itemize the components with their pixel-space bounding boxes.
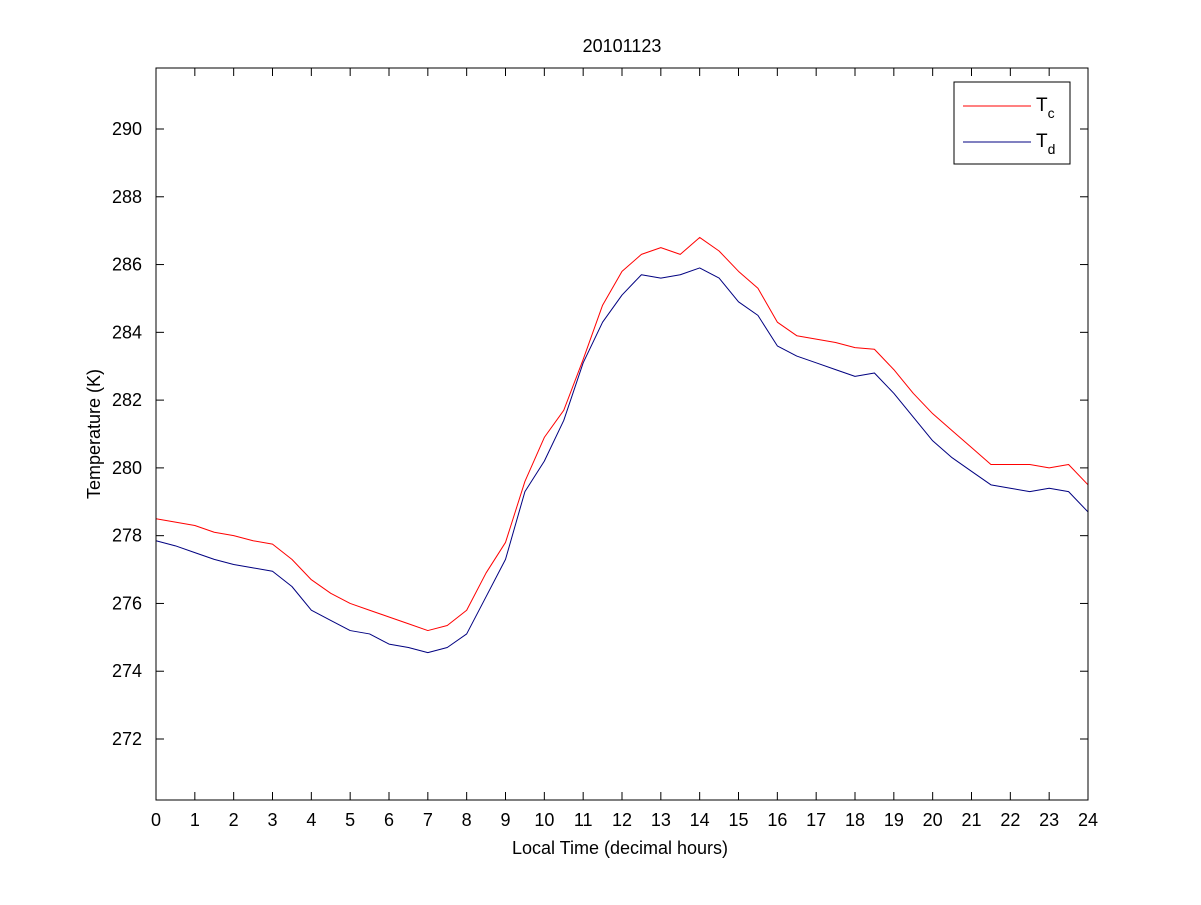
legend-label-td: Td bbox=[1036, 131, 1055, 157]
x-tick-label: 15 bbox=[728, 810, 748, 830]
x-tick-label: 5 bbox=[345, 810, 355, 830]
y-tick-label: 272 bbox=[112, 729, 142, 749]
plot-area bbox=[156, 68, 1088, 800]
x-tick-label: 13 bbox=[651, 810, 671, 830]
series-line-td bbox=[155, 267, 1089, 654]
legend: Tc Td bbox=[953, 81, 1071, 165]
y-tick-label: 290 bbox=[112, 119, 142, 139]
x-tick-label: 1 bbox=[190, 810, 200, 830]
x-tick-label: 16 bbox=[767, 810, 787, 830]
legend-label-td-main: T bbox=[1036, 131, 1048, 152]
x-tick-label: 2 bbox=[229, 810, 239, 830]
legend-box bbox=[953, 81, 1071, 165]
x-tick-label: 23 bbox=[1039, 810, 1059, 830]
x-tick-label: 10 bbox=[534, 810, 554, 830]
chart-title: 20101123 bbox=[583, 36, 662, 56]
x-tick-label: 0 bbox=[151, 810, 161, 830]
x-tick-label: 18 bbox=[845, 810, 865, 830]
x-tick-label: 9 bbox=[500, 810, 510, 830]
x-tick-label: 3 bbox=[267, 810, 277, 830]
x-tick-label: 22 bbox=[1000, 810, 1020, 830]
legend-label-tc: Tc bbox=[1036, 95, 1055, 121]
y-tick-label: 276 bbox=[112, 593, 142, 613]
y-tick-label: 284 bbox=[112, 322, 142, 342]
y-tick-label: 288 bbox=[112, 187, 142, 207]
legend-label-tc-sub: c bbox=[1048, 105, 1055, 121]
y-tick-label: 278 bbox=[112, 526, 142, 546]
x-tick-label: 7 bbox=[423, 810, 433, 830]
x-axis-label: Local Time (decimal hours) bbox=[512, 838, 728, 858]
x-tick-label: 6 bbox=[384, 810, 394, 830]
x-tick-label: 12 bbox=[612, 810, 632, 830]
y-tick-label: 286 bbox=[112, 255, 142, 275]
x-tick-label: 14 bbox=[690, 810, 710, 830]
x-tick-label: 17 bbox=[806, 810, 826, 830]
y-tick-label: 282 bbox=[112, 390, 142, 410]
x-tick-label: 11 bbox=[574, 810, 593, 830]
x-tick-label: 8 bbox=[462, 810, 472, 830]
y-tick-label: 280 bbox=[112, 458, 142, 478]
x-tick-label: 24 bbox=[1078, 810, 1098, 830]
x-tick-label: 21 bbox=[961, 810, 981, 830]
y-tick-label: 274 bbox=[112, 661, 142, 681]
series-line-tc bbox=[155, 236, 1089, 632]
tick-layer: 0 1 2 3 4 5 6 7 8 9 10 11 12 13 14 15 16 17 18 19 20 21 22 23 24… bbox=[112, 68, 1098, 830]
x-tick-label: 20 bbox=[923, 810, 943, 830]
series-layer bbox=[155, 236, 1089, 654]
x-tick-label: 19 bbox=[884, 810, 904, 830]
x-tick-label: 4 bbox=[306, 810, 316, 830]
y-axis-label: Temperature (K) bbox=[84, 369, 104, 499]
legend-label-td-sub: d bbox=[1048, 141, 1056, 157]
legend-label-tc-main: T bbox=[1036, 95, 1048, 116]
plot-frame bbox=[155, 67, 1089, 801]
